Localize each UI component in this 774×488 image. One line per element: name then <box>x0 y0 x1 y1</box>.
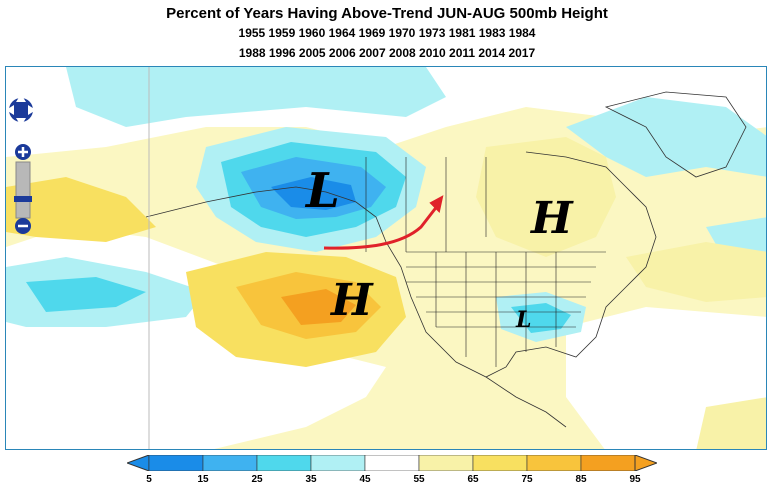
legend-max-arrow <box>634 455 657 471</box>
legend-swatch <box>310 455 366 471</box>
legend-tick-label: 95 <box>629 474 641 485</box>
high-core <box>281 289 356 325</box>
high-pressure-label-pacific: H <box>331 275 373 326</box>
low-pressure-label-southeast: L <box>516 307 532 333</box>
cyan-region-greenland <box>566 97 766 177</box>
legend-swatch <box>472 455 528 471</box>
high-pressure-label-canada: H <box>531 193 573 244</box>
color-legend-bar <box>127 455 657 471</box>
jet-stream-arrow <box>323 204 440 250</box>
legend-min-arrow <box>127 455 150 471</box>
legend-tick-label: 5 <box>146 474 152 485</box>
atlantic-yellow-2 <box>696 397 766 449</box>
map-navigation-control <box>6 88 36 238</box>
years-list-line-1: 1955 1959 1960 1964 1969 1970 1973 1981 … <box>238 26 536 40</box>
coastlines <box>145 91 747 428</box>
legend-tick-label: 65 <box>467 474 479 485</box>
pan-arrows-icon[interactable] <box>6 94 36 126</box>
atlantic-yellow-1 <box>626 242 766 302</box>
pacific-yellow-west <box>6 177 156 242</box>
zoom-out-icon[interactable] <box>15 218 31 234</box>
chart-title: Percent of Years Having Above-Trend JUN-… <box>166 5 608 22</box>
legend-tick-label: 75 <box>521 474 533 485</box>
low-pressure-label-alaska: L <box>306 163 340 219</box>
legend-tick-label: 35 <box>305 474 317 485</box>
zoom-in-icon[interactable] <box>15 144 31 160</box>
legend-tick-label: 85 <box>575 474 587 485</box>
legend-tick-label: 25 <box>251 474 263 485</box>
legend-swatch <box>202 455 258 471</box>
legend-tick-label: 45 <box>359 474 371 485</box>
cyan-core-pacific <box>26 277 146 312</box>
legend-swatch <box>364 455 420 471</box>
canada-high-ring <box>476 137 616 257</box>
cyan-region-north <box>66 67 446 127</box>
legend-tick-label: 15 <box>197 474 209 485</box>
legend-swatch <box>418 455 474 471</box>
legend-swatch <box>256 455 312 471</box>
legend-swatch <box>148 455 204 471</box>
legend-swatch <box>580 455 636 471</box>
legend-tick-label: 55 <box>413 474 425 485</box>
zoom-slider-handle[interactable] <box>14 196 32 202</box>
map-canvas[interactable]: L H H L <box>5 66 767 450</box>
political-borders <box>365 157 606 367</box>
legend-swatch <box>526 455 582 471</box>
zoom-slider-track[interactable] <box>15 161 31 219</box>
jet-arrow-head <box>429 195 444 214</box>
years-list-line-2: 1988 1996 2005 2006 2007 2008 2010 2011 … <box>238 46 536 60</box>
anomaly-field <box>6 67 766 449</box>
low-core <box>271 177 356 210</box>
